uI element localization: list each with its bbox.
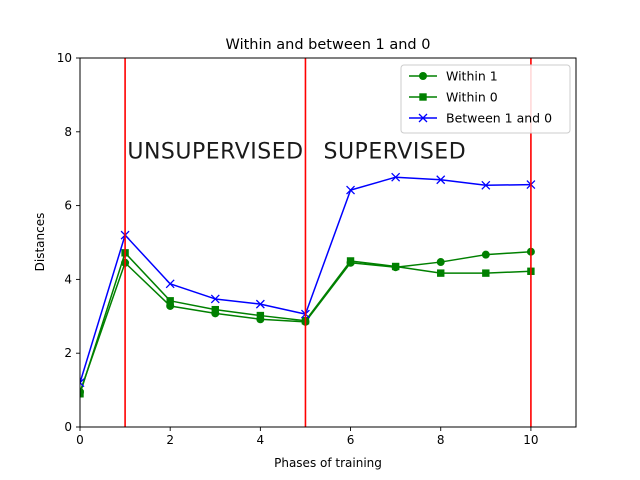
legend-marker xyxy=(418,113,428,123)
x-tick-label: 10 xyxy=(523,433,538,447)
y-tick-label: 8 xyxy=(64,125,72,139)
data-point xyxy=(255,299,265,309)
chart-title: Within and between 1 and 0 xyxy=(226,37,431,53)
phase-annotation: SUPERVISED xyxy=(323,139,466,164)
x-axis-label: Phases of training xyxy=(274,456,382,470)
data-point xyxy=(436,258,445,267)
x-tick-label: 6 xyxy=(347,433,355,447)
legend-box xyxy=(400,64,571,134)
data-point xyxy=(256,311,265,320)
legend-entry: Between 1 and 0 xyxy=(409,111,552,126)
data-point xyxy=(211,305,219,314)
legend-entry: Within 1 xyxy=(409,69,498,84)
legend-label: Within 0 xyxy=(446,90,498,105)
phase-annotation: UNSUPERVISED xyxy=(127,139,303,164)
data-point xyxy=(391,172,401,182)
y-tick-label: 6 xyxy=(64,199,72,213)
data-point xyxy=(436,175,446,185)
legend-label: Between 1 and 0 xyxy=(446,111,552,126)
data-point xyxy=(80,390,84,398)
data-point xyxy=(165,279,175,289)
x-tick-label: 0 xyxy=(76,433,84,447)
legend-marker xyxy=(419,93,427,101)
y-tick-label: 0 xyxy=(64,420,72,434)
plot-frame xyxy=(79,57,577,428)
y-tick-label: 10 xyxy=(57,51,72,65)
legend-label: Within 1 xyxy=(446,69,498,84)
data-point xyxy=(166,297,174,305)
legend: Within 1 Within 0 Between 1 and 0 xyxy=(400,64,571,134)
x-tick-label: 8 xyxy=(437,433,445,447)
data-point xyxy=(481,250,490,259)
x-tick-label: 4 xyxy=(257,433,265,447)
data-point xyxy=(391,262,400,271)
data-point xyxy=(482,269,490,277)
data-point xyxy=(437,269,445,277)
data-point xyxy=(481,180,491,190)
plot-layer: UNSUPERVISED SUPERVISED 0 2 4 6 8 10 0 2 4 6 8 10 With… xyxy=(57,51,577,447)
y-axis-label: Distances xyxy=(33,213,47,272)
data-point xyxy=(210,294,220,304)
data-point xyxy=(346,185,356,195)
y-tick-label: 4 xyxy=(64,272,72,286)
legend-entry: Within 0 xyxy=(409,90,498,105)
data-point xyxy=(80,378,85,388)
legend-marker xyxy=(419,72,427,80)
y-tick-label: 2 xyxy=(64,346,72,360)
data-point xyxy=(346,257,355,265)
x-tick-label: 2 xyxy=(166,433,174,447)
